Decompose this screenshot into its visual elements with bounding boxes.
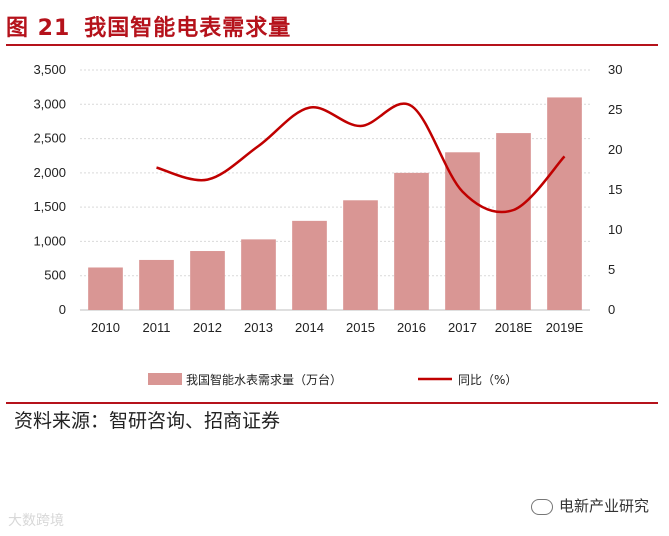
y-left-tick-label: 2,500: [33, 131, 66, 146]
bar: [190, 251, 225, 310]
line-series-yoy: [156, 102, 566, 214]
bar: [496, 133, 531, 310]
y-left-tick-label: 0: [59, 302, 66, 317]
bar: [394, 172, 429, 310]
legend-swatch-bar: [148, 373, 182, 385]
figure-label: 图 21: [6, 16, 71, 41]
bar: [88, 267, 123, 310]
chart: 0 500 1,000 1,500 2,000 2,500 3,000 3,500 0 5 10 15…: [33, 62, 622, 387]
legend-label-bar: 我国智能水表需求量（万台）: [186, 372, 342, 387]
bar: [343, 200, 378, 310]
figure-title-text: 我国智能电表需求量: [84, 16, 292, 41]
source-rule: [6, 402, 658, 404]
y-right-tick-label: 15: [608, 182, 622, 197]
chat-bubble-icon: [530, 498, 553, 515]
y-left-tick-label: 500: [44, 268, 66, 283]
legend-label-line: 同比（%）: [458, 373, 517, 387]
y-left-tick-label: 2,000: [33, 165, 66, 180]
y-left-tick-label: 1,500: [33, 199, 66, 214]
y-right-tick-label: 0: [608, 302, 615, 317]
x-tick-label: 2010: [91, 320, 120, 335]
x-tick-label: 2019E: [546, 320, 584, 335]
x-tick-label: 2011: [143, 320, 171, 335]
y-left-tick-label: 1,000: [33, 233, 66, 248]
source-note: 资料来源：智研咨询、招商证券: [14, 410, 281, 432]
y-left-tick-label: 3,500: [33, 62, 66, 77]
watermark: 大数跨境: [8, 513, 64, 529]
bar: [445, 152, 480, 310]
x-tick-label: 2014: [295, 320, 324, 335]
y-right-tick-label: 10: [608, 222, 622, 237]
x-tick-label: 2018E: [495, 320, 533, 335]
x-tick-label: 2017: [448, 320, 477, 335]
x-tick-label: 2015: [346, 320, 375, 335]
bar: [241, 239, 276, 310]
x-tick-label: 2016: [397, 320, 426, 335]
y-left-tick-label: 3,000: [33, 96, 66, 111]
brand-text: 电新产业研究: [558, 497, 649, 515]
x-tick-label: 2013: [244, 320, 273, 335]
brand-tag: 电新产业研究: [530, 495, 649, 516]
title-rule: [6, 44, 658, 46]
y-right-tick-label: 20: [608, 142, 622, 157]
x-tick-label: 2012: [193, 320, 222, 335]
y-right-tick-label: 5: [608, 262, 615, 277]
bar: [547, 97, 582, 310]
bar: [292, 220, 327, 310]
figure-title: 图 21 我国智能电表需求量: [6, 10, 291, 42]
y-right-tick-label: 25: [608, 102, 622, 117]
y-right-tick-label: 30: [608, 62, 622, 77]
bar: [139, 259, 174, 310]
